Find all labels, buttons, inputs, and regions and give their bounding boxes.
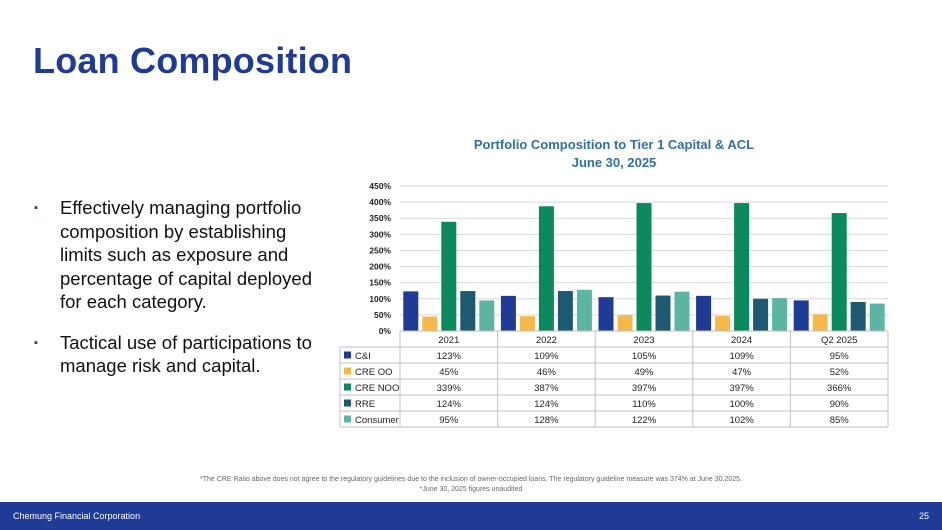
legend-key <box>344 415 351 423</box>
data-label: 339% <box>437 383 462 394</box>
data-label: 49% <box>634 367 654 378</box>
bar-consumer <box>479 300 495 331</box>
data-label: 397% <box>729 383 754 394</box>
footnote-unaudited: *June 30, 2025 figures unaudited <box>419 486 523 493</box>
data-label: 387% <box>534 383 559 394</box>
bullet-text: Effectively managing portfolio compositi… <box>60 197 312 312</box>
bar-cre-noo <box>734 203 750 331</box>
y-tick-label: 50% <box>374 310 391 320</box>
data-label: 47% <box>732 367 752 378</box>
footer-bar: Chemung Financial Corporation 25 <box>0 502 942 530</box>
bar-rre <box>557 291 573 331</box>
x-category-label: 2022 <box>536 335 557 346</box>
bar-cre-oo <box>519 316 535 331</box>
legend-key <box>344 367 351 375</box>
bullet-list: ▪ Effectively managing portfolio composi… <box>34 196 324 395</box>
bar-c-i <box>696 295 712 331</box>
bar-c-i <box>793 300 809 331</box>
footer-company: Chemung Financial Corporation <box>13 511 141 521</box>
y-tick-label: 150% <box>369 278 391 288</box>
data-label: 397% <box>632 383 657 394</box>
bar-cre-noo <box>636 203 652 331</box>
y-tick-label: 100% <box>369 294 391 304</box>
data-label: 85% <box>830 415 850 426</box>
legend-label: CRE NOO <box>355 383 399 394</box>
portfolio-composition-chart: 0% 50% 100% 150% 200% 250% 300% 350% 400% 450% 202… <box>339 181 889 428</box>
bullet-marker: ▪ <box>34 336 38 349</box>
legend-label: RRE <box>355 399 375 410</box>
legend-key <box>344 383 351 391</box>
x-category-label: Q2 2025 <box>821 335 857 346</box>
data-label: 122% <box>632 415 657 426</box>
data-label: 124% <box>534 399 559 410</box>
data-label: 102% <box>729 415 754 426</box>
footnote-cre-ratio: *The CRE Ratio above does not agree to t… <box>200 476 742 483</box>
bar-cre-noo <box>538 206 554 331</box>
bar-cre-oo <box>715 315 731 331</box>
chart-title: Portfolio Composition to Tier 1 Capital … <box>340 136 888 172</box>
chart-title-line1: Portfolio Composition to Tier 1 Capital … <box>473 137 755 152</box>
chart-title-line2: June 30, 2025 <box>571 155 657 170</box>
bar-cre-noo <box>831 213 847 331</box>
data-label: 95% <box>439 415 459 426</box>
bar-cre-oo <box>617 315 633 331</box>
bar-consumer <box>576 289 592 331</box>
legend-label: C&I <box>355 351 371 362</box>
data-label: 46% <box>537 367 557 378</box>
data-label: 52% <box>830 367 850 378</box>
data-label: 109% <box>534 351 559 362</box>
bar-cre-oo <box>812 314 828 331</box>
bar-consumer <box>772 298 788 331</box>
data-label: 124% <box>437 399 462 410</box>
bullet-text: Tactical use of participations to manage… <box>60 331 312 377</box>
legend-key <box>344 351 351 359</box>
bar-rre <box>460 291 476 331</box>
y-tick-label: 200% <box>369 262 391 272</box>
data-label: 105% <box>632 351 657 362</box>
bullet-item: ▪ Effectively managing portfolio composi… <box>34 196 324 314</box>
legend-label: CRE OO <box>355 367 392 378</box>
bar-consumer <box>869 303 885 331</box>
y-tick-label: 300% <box>369 229 391 239</box>
data-label: 128% <box>534 415 559 426</box>
x-category-label: 2024 <box>731 335 752 346</box>
page-title: Loan Composition <box>33 40 353 81</box>
bar-rre <box>655 295 671 331</box>
bar-c-i <box>598 297 614 331</box>
legend-label: Consumer <box>355 415 399 426</box>
data-label: 109% <box>729 351 754 362</box>
bar-cre-noo <box>441 221 457 331</box>
bullet-item: ▪ Tactical use of participations to mana… <box>34 331 324 378</box>
page-number: 25 <box>918 511 929 521</box>
y-tick-label: 400% <box>369 197 391 207</box>
bar-c-i <box>403 291 419 331</box>
bullet-marker: ▪ <box>34 202 38 214</box>
y-tick-label: 450% <box>369 181 391 191</box>
data-label: 95% <box>830 351 850 362</box>
bar-c-i <box>500 295 516 331</box>
y-tick-label: 350% <box>369 213 391 223</box>
bar-rre <box>850 302 866 331</box>
data-label: 100% <box>729 399 754 410</box>
data-label: 123% <box>437 351 462 362</box>
y-tick-label: 0% <box>379 326 392 336</box>
x-category-label: 2021 <box>438 335 459 346</box>
data-label: 90% <box>830 399 850 410</box>
bar-rre <box>753 298 769 331</box>
data-label: 366% <box>827 383 852 394</box>
bar-consumer <box>674 291 690 331</box>
data-label: 45% <box>439 367 459 378</box>
legend-key <box>344 399 351 407</box>
y-tick-label: 250% <box>369 245 391 255</box>
data-label: 110% <box>632 399 656 410</box>
x-category-label: 2023 <box>633 335 654 346</box>
bar-cre-oo <box>422 316 438 331</box>
